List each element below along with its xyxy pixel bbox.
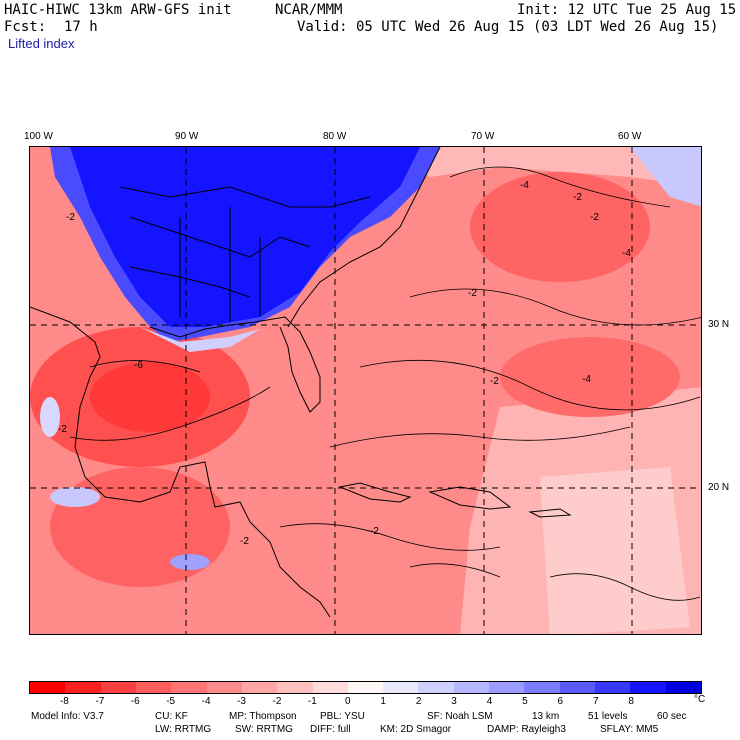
field-patch-blue-3 [40, 397, 60, 437]
forecast-label: Fcst: [4, 19, 47, 35]
colorbar-tick-label: 6 [557, 696, 564, 707]
colorbar-tick-label: -2 [272, 696, 282, 707]
colorbar-swatch [595, 682, 631, 693]
field-region-southeast [540, 467, 690, 634]
field-name: Lifted index [8, 36, 75, 51]
contour-label: -2 [468, 288, 477, 299]
colorbar-tick-label: -3 [237, 696, 246, 707]
lon-label-100w: 100 W [24, 131, 53, 142]
colorbar-swatch [418, 682, 454, 693]
field-core-gulf-inner [90, 362, 210, 432]
contour-label: -2 [490, 376, 499, 387]
colorbar [29, 681, 702, 694]
footer-timestep: 60 sec [657, 711, 687, 722]
lat-label-30n: 30 N [708, 319, 730, 330]
colorbar-swatch [489, 682, 525, 693]
contour-label: -2 [573, 192, 582, 203]
lon-label-80w: 80 W [323, 131, 347, 142]
colorbar-swatch [665, 682, 701, 693]
colorbar-tick-label: 7 [592, 696, 599, 707]
footer-mp: MP: Thompson [229, 711, 297, 722]
footer-sf: SF: Noah LSM [427, 711, 493, 722]
colorbar-tick-label: -6 [130, 696, 140, 707]
contour-label: -4 [520, 180, 529, 191]
footer-km: KM: 2D Smagor [380, 724, 452, 735]
footer-pbl: PBL: YSU [320, 711, 365, 722]
lon-label-90w: 90 W [175, 131, 199, 142]
colorbar-swatch [100, 682, 136, 693]
colorbar-swatch [135, 682, 172, 693]
colorbar-swatch [312, 682, 348, 693]
footer-damp: DAMP: Rayleigh3 [487, 724, 566, 735]
colorbar-swatch [206, 682, 242, 693]
colorbar-tick-label: -7 [95, 696, 105, 707]
valid-time: Valid: 05 UTC Wed 26 Aug 15 (03 LDT Wed … [297, 19, 719, 35]
grid-lines [30, 147, 701, 634]
contour-label: -2 [66, 212, 75, 223]
contour-label: -2 [58, 424, 67, 435]
colorbar-swatch [347, 682, 384, 693]
init-time: Init: 12 UTC Tue 25 Aug 15 [517, 2, 737, 18]
colorbar-swatch [383, 682, 419, 693]
map-graphic [30, 147, 701, 634]
colorbar-swatch [65, 682, 101, 693]
field-northeast-blue [630, 147, 701, 207]
field-core-atlantic-south [500, 337, 680, 417]
contour-label: -6 [134, 360, 143, 371]
footer-sw: SW: RRTMG [235, 724, 293, 735]
colorbar-tick-label: -4 [201, 696, 211, 707]
footer-model-info: Model Info: V3.7 [31, 711, 104, 722]
colorbar-swatch [453, 682, 490, 693]
field-core-caribbean [50, 467, 230, 587]
contour-label: -4 [622, 248, 631, 259]
lat-label-20n: 20 N [708, 482, 730, 493]
colorbar-tick-label: 4 [486, 696, 493, 707]
field-patch-blue-1 [50, 487, 100, 507]
field-northeast-light [390, 147, 701, 187]
colorbar-tick-label: 3 [451, 696, 457, 707]
forecast-hour: 17 h [64, 19, 98, 35]
field-core-atlantic [470, 172, 650, 282]
colorbar-tick-label: 0 [345, 696, 351, 707]
contour-label: -2 [590, 212, 599, 223]
footer-lw: LW: RRTMG [155, 724, 212, 735]
colorbar-swatch [630, 682, 666, 693]
contour-label: -2 [370, 526, 379, 537]
colorbar-tick-label: -8 [59, 696, 69, 707]
contour-lines [69, 166, 701, 601]
contour-label: -2 [240, 536, 249, 547]
lifted-index-map: -2 -2 -4 -2 -4 -2 -6 -2 -4 -2 -2 -2 [29, 146, 702, 635]
lon-label-60w: 60 W [618, 131, 642, 142]
colorbar-tick-label: 1 [380, 696, 386, 707]
colorbar-tick-label: 5 [522, 696, 528, 707]
coastlines [30, 147, 572, 618]
footer-diff: DIFF: full [310, 724, 351, 735]
colorbar-swatch [30, 682, 66, 693]
footer-resolution: 13 km [532, 711, 560, 722]
model-title: HAIC-HIWC 13km ARW-GFS init [4, 2, 232, 18]
center-label: NCAR/MMM [275, 2, 343, 18]
field-stable-coast-light [140, 327, 260, 352]
lon-label-70w: 70 W [471, 131, 495, 142]
colorbar-swatch [241, 682, 278, 693]
field-patch-blue-2 [170, 554, 210, 570]
contour-label: -4 [582, 374, 591, 385]
field-stable-continent-inner [70, 147, 420, 327]
footer-cu: CU: KF [155, 711, 188, 722]
colorbar-swatch [559, 682, 595, 693]
footer-levels: 51 levels [588, 711, 628, 722]
colorbar-tick-label: 8 [628, 696, 634, 707]
colorbar-swatch [171, 682, 207, 693]
colorbar-unit: °C [694, 694, 706, 705]
footer-sflay: SFLAY: MM5 [600, 724, 659, 735]
colorbar-swatch [524, 682, 560, 693]
colorbar-tick-label: -5 [166, 696, 176, 707]
colorbar-swatch [277, 682, 313, 693]
colorbar-tick-label: -1 [307, 696, 317, 707]
colorbar-tick-label: 2 [415, 696, 422, 707]
